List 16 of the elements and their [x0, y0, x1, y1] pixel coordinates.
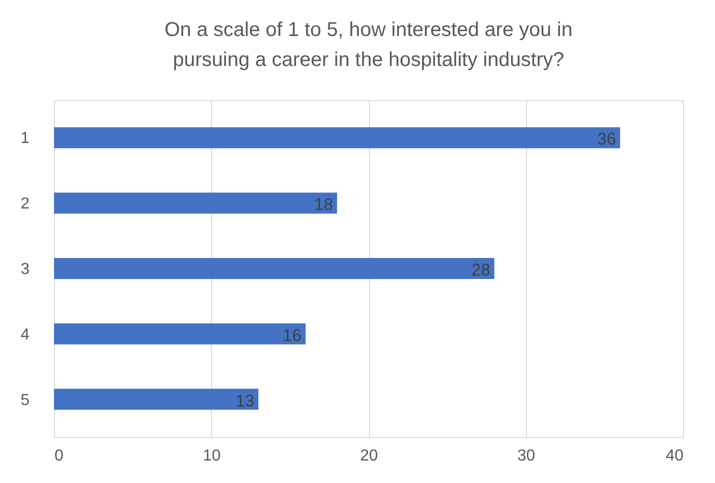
data-label: 18	[314, 195, 334, 214]
x-tick-label: 20	[360, 448, 378, 464]
data-label: 28	[471, 260, 490, 280]
chart-title: On a scale of 1 to 5, how interested are you in pursuing a career in the hospitality industry?	[164, 19, 573, 71]
y-tick-label: 2	[20, 196, 30, 213]
x-tick-label: 30	[517, 448, 536, 464]
data-label: 16	[282, 326, 302, 345]
data-label: 36	[597, 130, 616, 149]
y-tick-label: 4	[20, 326, 30, 344]
x-tick-label: 0	[54, 448, 64, 464]
data-label: 13	[236, 391, 254, 410]
y-tick-label: 1	[20, 130, 30, 148]
y-tick-label: 3	[20, 261, 30, 278]
y-tick-label: 5	[20, 392, 30, 409]
x-tick-label: 40	[666, 448, 684, 464]
x-tick-label: 10	[202, 448, 221, 464]
